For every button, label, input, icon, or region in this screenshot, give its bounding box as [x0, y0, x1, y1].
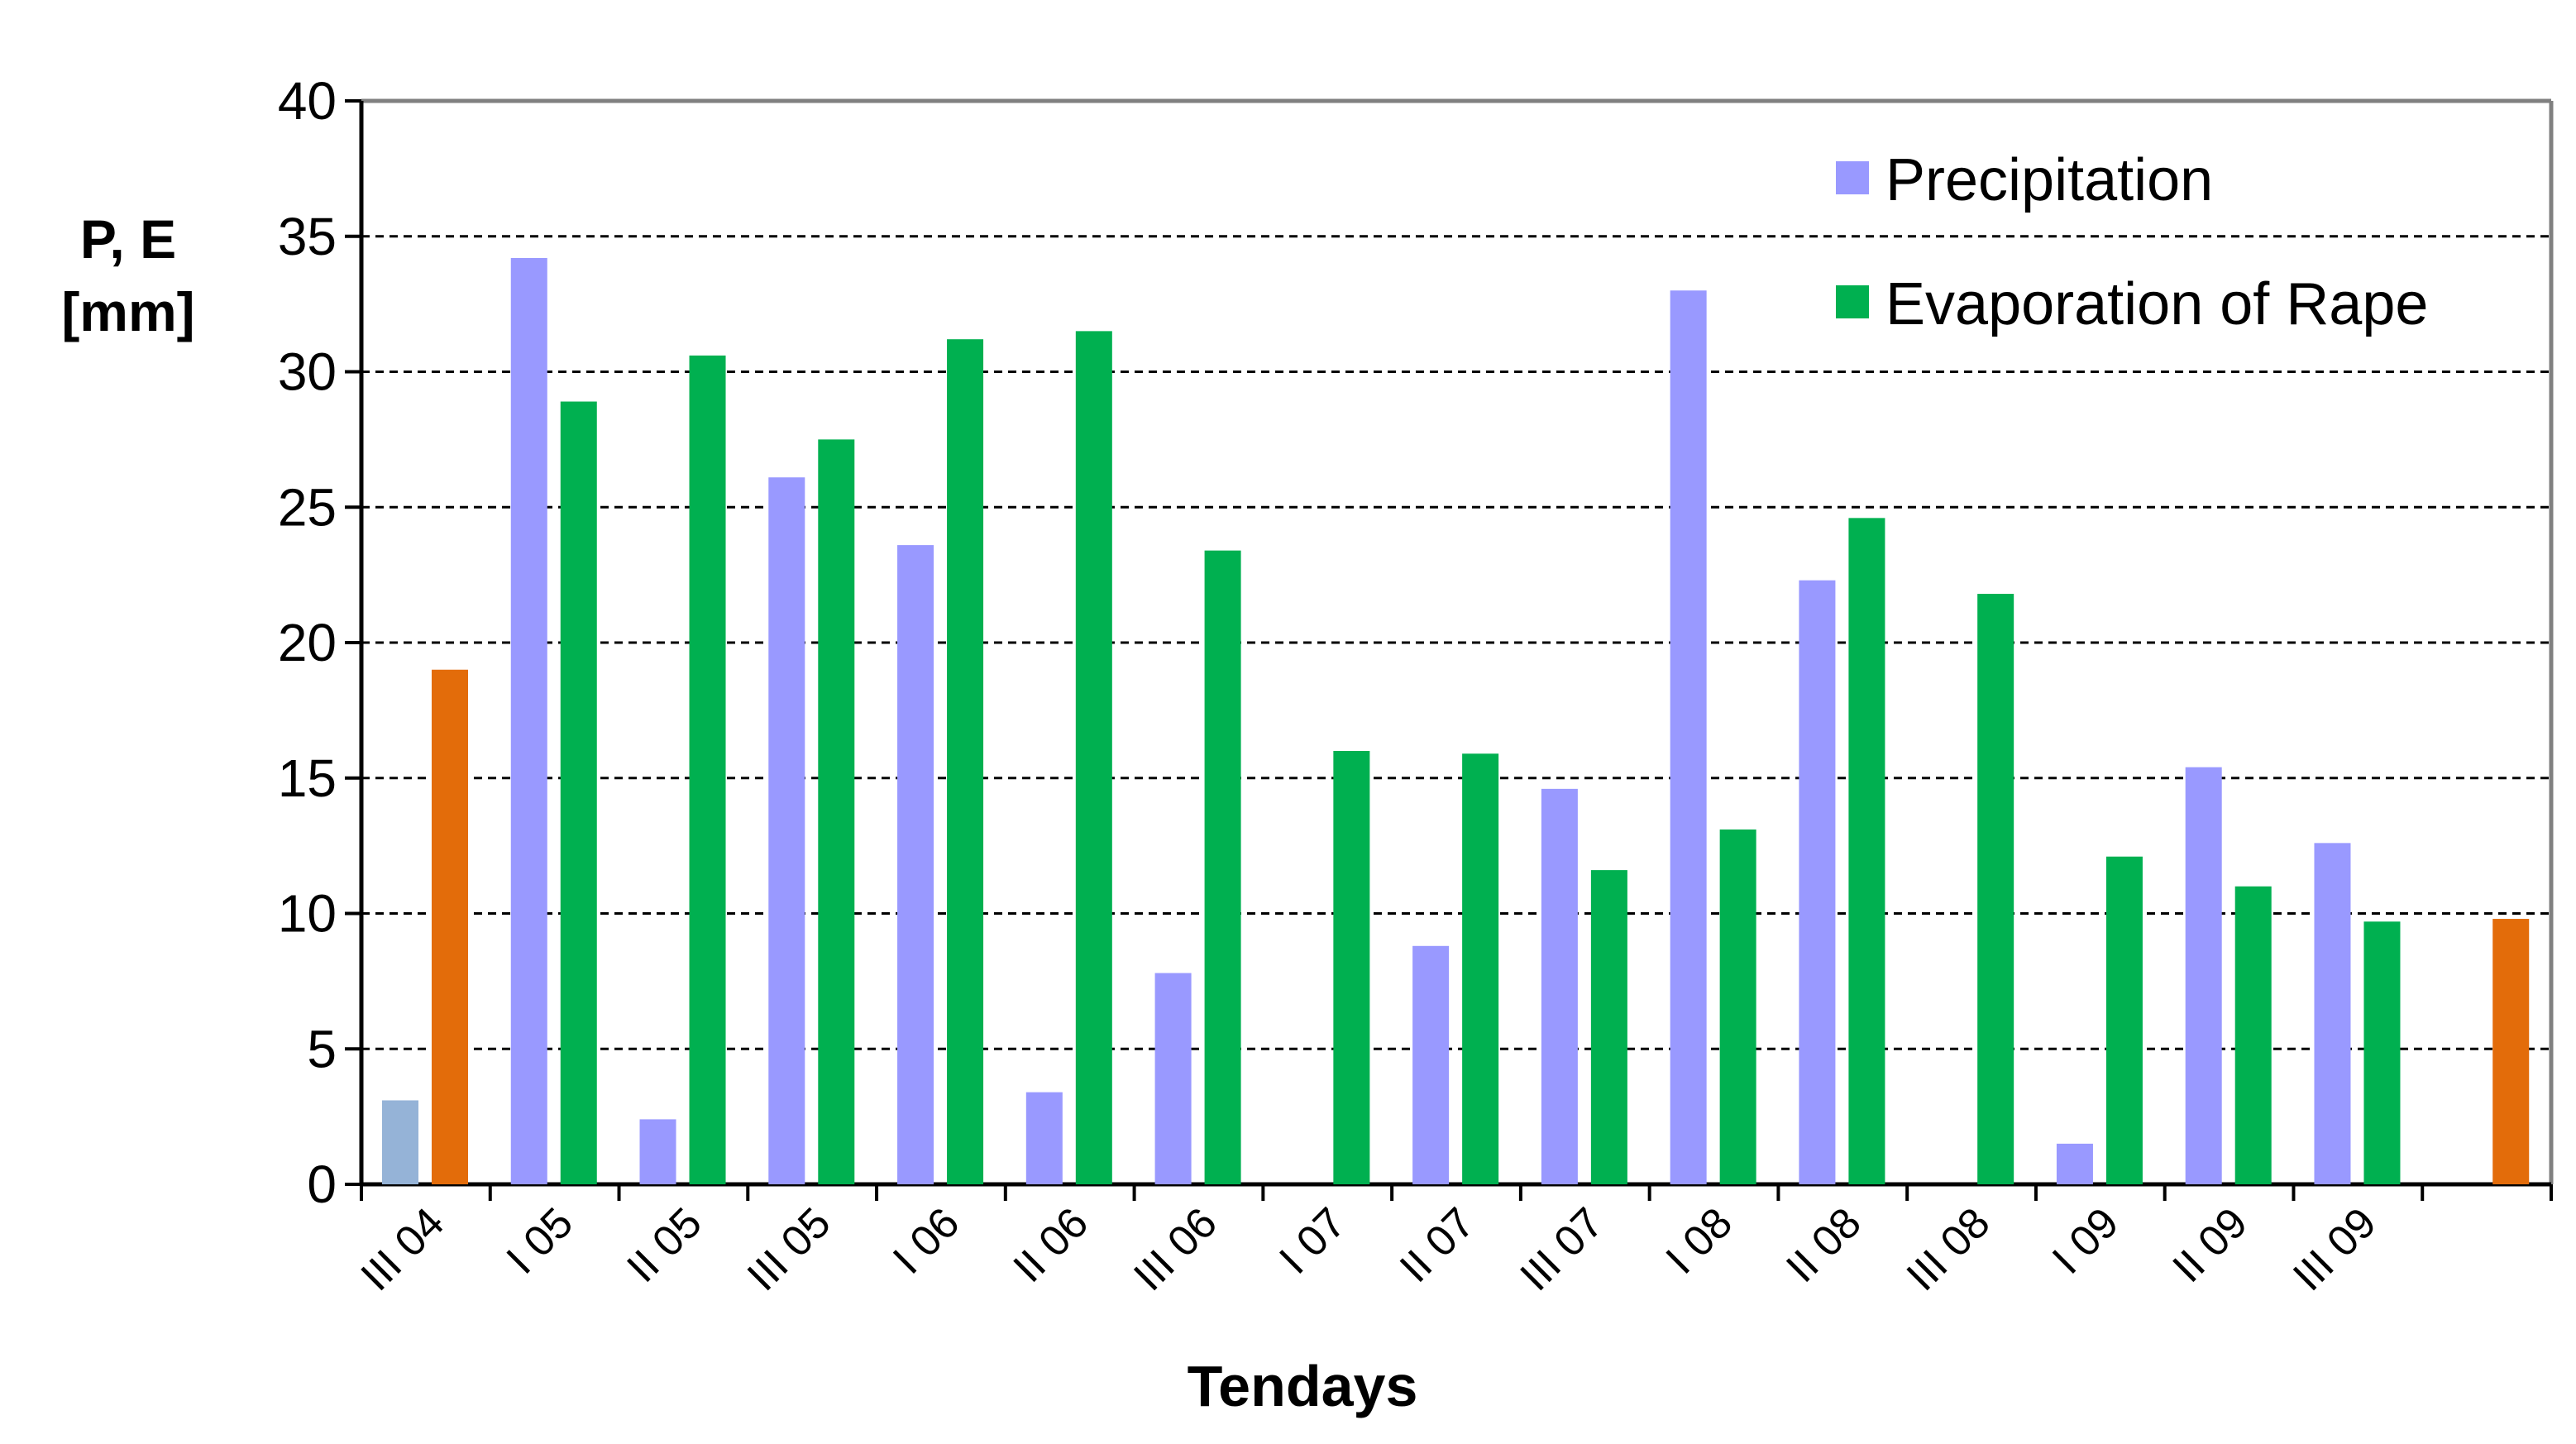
x-tick-label: II 08 — [1777, 1198, 1871, 1292]
x-tick-label: I 09 — [2043, 1198, 2128, 1283]
bar-precipitation — [2185, 767, 2222, 1184]
bar-evaporation — [1590, 870, 1627, 1184]
x-tick-label: I 08 — [1657, 1198, 1742, 1283]
bar-evaporation — [818, 439, 855, 1184]
y-tick-label: 5 — [307, 1019, 337, 1078]
x-tick-label: III 06 — [1125, 1198, 1226, 1300]
bar-precipitation — [1412, 945, 1450, 1184]
x-tick-label: III 05 — [738, 1198, 840, 1300]
y-axis-label-line1: P, E — [80, 208, 176, 270]
x-tick-label: II 05 — [618, 1198, 711, 1292]
bar-precipitation — [1799, 580, 1836, 1184]
bar-evaporation — [2234, 886, 2272, 1184]
bar-evaporation — [2363, 921, 2401, 1184]
x-tick-label: II 06 — [1005, 1198, 1098, 1292]
y-tick-label: 15 — [278, 748, 337, 808]
bar-precipitation — [2056, 1143, 2093, 1184]
y-tick-label: 0 — [307, 1155, 337, 1214]
y-tick-label: 10 — [278, 884, 337, 944]
bar-evaporation — [1719, 829, 1756, 1184]
bar-evaporation — [689, 355, 726, 1185]
bar-evaporation — [2492, 919, 2530, 1184]
bar-precipitation — [2314, 843, 2351, 1184]
x-tick-label: III 04 — [352, 1198, 454, 1300]
legend-label-precipitation: Precipitation — [1885, 147, 2213, 213]
bar-evaporation — [1977, 594, 2014, 1184]
bar-evaporation — [1204, 550, 1241, 1184]
legend-swatch-precipitation — [1836, 161, 1869, 194]
x-tick-label: I 06 — [884, 1198, 968, 1283]
bar-evaporation — [1075, 331, 1112, 1184]
y-tick-label: 20 — [278, 613, 337, 672]
x-tick-label: III 07 — [1511, 1198, 1613, 1300]
bar-evaporation — [560, 401, 597, 1184]
bar-evaporation — [947, 339, 984, 1184]
x-tick-label: II 07 — [1391, 1198, 1484, 1292]
x-tick-label: II 09 — [2164, 1198, 2258, 1292]
bar-evaporation — [1462, 753, 1499, 1184]
bar-precipitation — [1025, 1092, 1063, 1184]
y-tick-label: 30 — [278, 342, 337, 402]
bar-evaporation — [1848, 518, 1885, 1184]
bar-precipitation — [1670, 290, 1707, 1184]
bar-precipitation — [382, 1100, 418, 1184]
y-tick-label: 40 — [278, 71, 337, 131]
y-axis-label-line2: [mm] — [61, 281, 194, 342]
legend-swatch-evaporation — [1836, 285, 1869, 318]
bars — [382, 257, 2530, 1185]
bar-evaporation — [432, 669, 468, 1184]
bar-precipitation — [639, 1119, 676, 1184]
x-tick-label: I 07 — [1270, 1198, 1355, 1283]
x-tick-label: III 08 — [1898, 1198, 2000, 1300]
bar-evaporation — [1333, 751, 1370, 1184]
bar-precipitation — [768, 477, 805, 1184]
bar-precipitation — [1154, 973, 1192, 1184]
legend-label-evaporation: Evaporation of Rape — [1885, 271, 2428, 337]
bar-precipitation — [897, 545, 934, 1184]
bar-precipitation — [510, 257, 547, 1185]
bar-evaporation — [2105, 856, 2143, 1184]
x-tick-label: I 05 — [498, 1198, 582, 1283]
legend: Precipitation Evaporation of Rape — [1836, 147, 2428, 337]
y-axis-ticks: 0 5 10 15 20 25 30 35 40 — [278, 71, 361, 1214]
x-axis-label: Tendays — [1188, 1354, 1418, 1418]
bar-precipitation — [1541, 788, 1578, 1184]
y-tick-label: 25 — [278, 477, 337, 537]
x-tick-label: III 09 — [2284, 1198, 2386, 1300]
y-tick-label: 35 — [278, 207, 337, 266]
x-axis-ticks: III 04 I 05 II 05 III 05 I 06 II 06 III 06 I 07… — [352, 1184, 2553, 1300]
